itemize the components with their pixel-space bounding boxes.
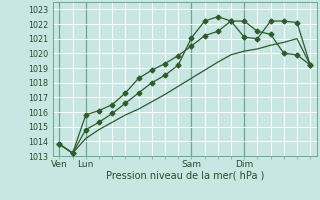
X-axis label: Pression niveau de la mer( hPa ): Pression niveau de la mer( hPa ) bbox=[106, 171, 264, 181]
